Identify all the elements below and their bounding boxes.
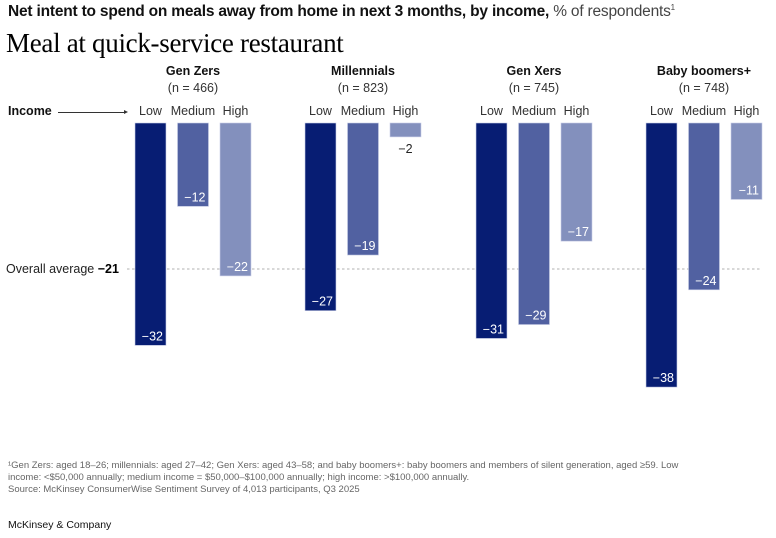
category-label: High	[222, 104, 249, 118]
average-value: −21	[97, 262, 119, 276]
income-axis-label: Income	[8, 104, 52, 118]
group-sample-size: (n = 748)	[678, 81, 730, 95]
footnote-line-2: income: <$50,000 annually; medium income…	[8, 472, 470, 483]
bar-value-label: −17	[568, 225, 589, 239]
bar-value-label: −19	[354, 239, 375, 253]
subtitle-unit: % of respondents	[549, 3, 671, 21]
category-label: Low	[650, 104, 673, 118]
subtitle-text: Net intent to spend on meals away from h…	[8, 3, 550, 21]
bar	[177, 122, 209, 207]
group-label: Gen Xers	[506, 64, 562, 78]
group-sample-size: (n = 466)	[167, 81, 219, 95]
arrow-right-icon	[58, 110, 128, 114]
group-sample-size: (n = 823)	[337, 81, 389, 95]
average-label: Overall average −21	[6, 262, 119, 276]
brand-logo: McKinsey & Company	[8, 519, 112, 531]
bar	[347, 122, 379, 256]
category-label: Medium	[170, 104, 216, 118]
average-label-text: Overall average	[6, 262, 95, 276]
bar-value-label: −11	[739, 183, 759, 197]
category-label: Medium	[340, 104, 386, 118]
category-label: Medium	[511, 104, 557, 118]
bar-value-label: −24	[695, 274, 716, 288]
category-label: Medium	[681, 104, 727, 118]
footnote: ¹Gen Zers: aged 18–26; millennials: aged…	[8, 460, 768, 496]
source-line: Source: McKinsey ConsumerWise Sentiment …	[8, 484, 360, 495]
bar	[219, 122, 252, 277]
bar	[475, 122, 508, 339]
bar-value-label: −22	[227, 260, 248, 274]
group-label: Gen Zers	[165, 64, 221, 78]
group-label: Millennials	[331, 64, 395, 78]
group-label: Baby boomers+	[656, 64, 752, 78]
bar	[645, 122, 678, 388]
bar-value-label: −31	[483, 322, 504, 336]
category-label: High	[392, 104, 419, 118]
bar-value-label: −32	[142, 329, 163, 343]
bar-value-label: −2	[398, 142, 412, 156]
footnote-line-1: ¹Gen Zers: aged 18–26; millennials: aged…	[8, 460, 679, 471]
bar	[560, 122, 593, 242]
bar	[688, 122, 720, 291]
bar	[730, 122, 763, 200]
bar-value-label: −12	[184, 190, 205, 204]
bar	[518, 122, 550, 325]
category-label: High	[733, 104, 760, 118]
bar	[304, 122, 337, 311]
bar	[134, 122, 167, 346]
chart-subtitle: Net intent to spend on meals away from h…	[8, 3, 675, 21]
group-sample-size: (n = 745)	[508, 81, 560, 95]
category-label: High	[563, 104, 590, 118]
bar-value-label: −38	[653, 371, 674, 385]
bar-value-label: −29	[525, 309, 546, 323]
category-label: Low	[480, 104, 503, 118]
footnote-mark: 1	[670, 3, 675, 12]
category-label: Low	[309, 104, 332, 118]
category-label: Low	[139, 104, 162, 118]
bar	[389, 122, 422, 138]
chart-title: Meal at quick-service restaurant	[6, 28, 344, 58]
bar-value-label: −27	[312, 295, 333, 309]
